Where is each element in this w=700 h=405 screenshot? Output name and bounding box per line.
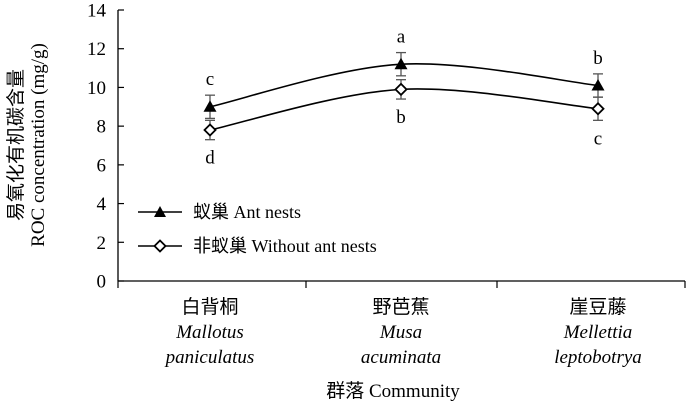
significance-letter: c	[206, 69, 214, 90]
significance-letter: b	[396, 107, 406, 128]
y-tick-label: 8	[97, 117, 107, 138]
data-point-triangle	[394, 57, 408, 70]
y-axis-label: 易氧化有机碳含量 ROC concentration (mg/g)	[5, 43, 49, 247]
series-layer: c a b d b c	[203, 27, 605, 169]
y-tick-label: 2	[97, 233, 107, 254]
significance-letter: b	[593, 48, 603, 69]
legend: 蚁巢 Ant nests 非蚁巢 Without ant nests	[138, 202, 377, 256]
x-tick-label-cn: 白背桐	[181, 296, 238, 318]
y-axis-label-cn: 易氧化有机碳含量	[5, 69, 27, 221]
legend-label-without-ant-nests: 非蚁巢 Without ant nests	[193, 236, 377, 256]
significance-letter: c	[594, 128, 602, 149]
y-axis: 0 2 4 6 8 10 12 14	[87, 1, 124, 293]
y-tick-label: 14	[87, 1, 107, 22]
data-point-diamond	[591, 101, 605, 116]
x-tick-label-latin-genus: Mallotus	[175, 322, 244, 343]
x-axis-label: 群落 Community	[326, 380, 460, 402]
data-point-diamond	[394, 82, 408, 97]
x-tick-label-latin-species: acuminata	[361, 347, 441, 368]
data-point-diamond	[203, 123, 217, 137]
data-point-triangle	[203, 100, 217, 112]
significance-letter: d	[205, 148, 215, 169]
x-tick-label-latin-species: leptobotrya	[554, 347, 642, 368]
x-ticks: 白背桐 Mallotus paniculatus 野芭蕉 Musa acuminata 崖豆…	[117, 281, 686, 368]
x-tick-label-latin-genus: Mellettia	[563, 322, 633, 343]
legend-label-ant-nests: 蚁巢 Ant nests	[193, 202, 301, 222]
series-without-ant-nests: d b c	[203, 79, 605, 169]
y-ticks: 0 2 4 6 8 10 12 14	[87, 1, 124, 293]
legend-marker-triangle	[154, 206, 166, 217]
significance-letter: a	[397, 27, 406, 48]
x-tick-label-cn: 野芭蕉	[372, 296, 429, 318]
y-tick-label: 6	[97, 155, 107, 176]
x-axis: 白背桐 Mallotus paniculatus 野芭蕉 Musa acuminata 崖豆…	[117, 280, 686, 368]
y-axis-label-en: ROC concentration (mg/g)	[28, 43, 49, 247]
legend-item-without-ant-nests: 非蚁巢 Without ant nests	[138, 236, 377, 256]
y-tick-label: 4	[97, 194, 107, 215]
data-point-triangle	[591, 78, 605, 91]
x-tick-label-cn: 崖豆藤	[569, 296, 626, 318]
y-tick-label: 12	[87, 39, 106, 60]
legend-marker-diamond	[153, 239, 167, 253]
x-tick-label-latin-species: paniculatus	[164, 347, 255, 368]
y-tick-label: 0	[97, 272, 107, 293]
legend-item-ant-nests: 蚁巢 Ant nests	[138, 202, 301, 222]
series-ant-nests: c a b	[203, 27, 605, 120]
y-tick-label: 10	[87, 78, 106, 99]
x-tick-label-latin-genus: Musa	[379, 322, 422, 343]
